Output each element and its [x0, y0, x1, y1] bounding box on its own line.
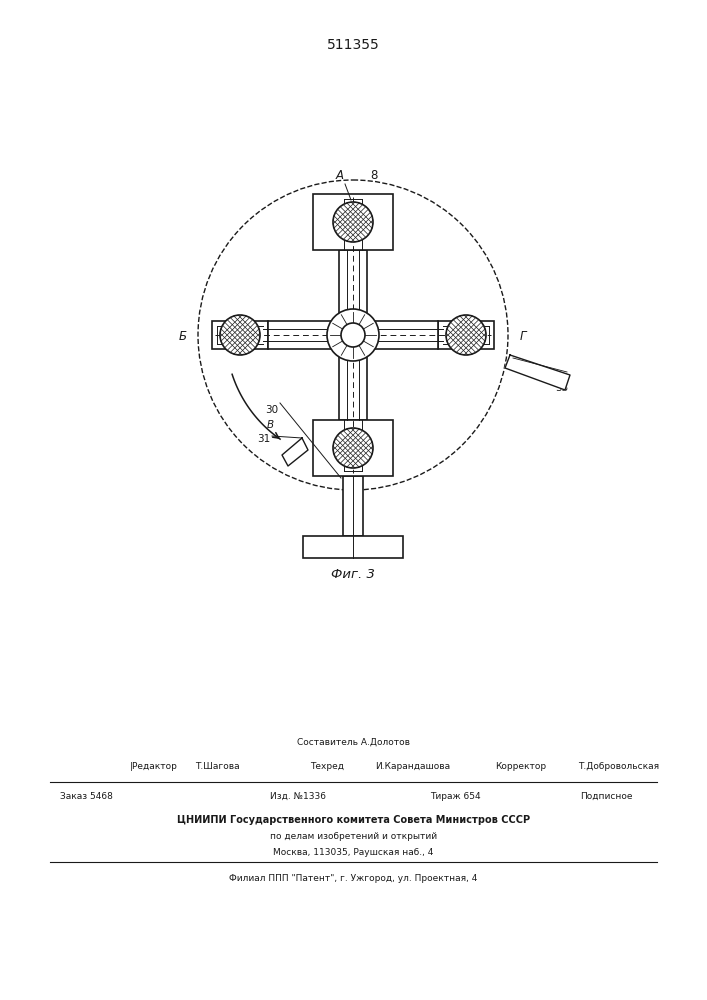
Text: Г: Г — [520, 330, 527, 342]
Bar — [212, 321, 268, 349]
Text: Заказ 5468: Заказ 5468 — [60, 792, 113, 801]
Circle shape — [327, 309, 379, 361]
Text: Фиг. 3: Фиг. 3 — [331, 568, 375, 581]
Text: Т.Добровольская: Т.Добровольская — [578, 762, 659, 771]
Text: Б: Б — [179, 330, 187, 342]
Circle shape — [446, 315, 486, 355]
Text: 511355: 511355 — [327, 38, 380, 52]
Text: Корректор: Корректор — [495, 762, 546, 771]
Polygon shape — [282, 438, 308, 466]
Text: 31: 31 — [257, 434, 270, 444]
Text: Изд. №1336: Изд. №1336 — [270, 792, 326, 801]
Text: В: В — [267, 420, 274, 430]
Text: Техред: Техред — [310, 762, 344, 771]
Text: Подписное: Подписное — [580, 792, 633, 801]
Text: И.Карандашова: И.Карандашова — [375, 762, 450, 771]
Text: А: А — [336, 169, 344, 182]
Polygon shape — [505, 355, 570, 390]
Circle shape — [220, 315, 260, 355]
Bar — [268, 321, 353, 349]
Text: Москва, 113035, Раушская наб., 4: Москва, 113035, Раушская наб., 4 — [274, 848, 433, 857]
Bar — [343, 476, 363, 536]
Text: Филиал ППП "Патент", г. Ужгород, ул. Проектная, 4: Филиал ППП "Патент", г. Ужгород, ул. Про… — [229, 874, 478, 883]
Circle shape — [333, 428, 373, 468]
Text: Составитель А.Долотов: Составитель А.Долотов — [297, 738, 410, 747]
Text: Тираж 654: Тираж 654 — [430, 792, 481, 801]
Bar — [353, 321, 438, 349]
Circle shape — [333, 202, 373, 242]
Text: ЦНИИПИ Государственного комитета Совета Министров СССР: ЦНИИПИ Государственного комитета Совета … — [177, 815, 530, 825]
Text: по делам изобретений и открытий: по делам изобретений и открытий — [270, 832, 437, 841]
Bar — [313, 420, 393, 476]
Text: 30: 30 — [265, 405, 278, 415]
Bar — [303, 536, 403, 558]
Bar — [339, 335, 367, 420]
Text: 8: 8 — [370, 169, 378, 182]
Bar — [339, 250, 367, 335]
Text: |Редактор: |Редактор — [130, 762, 178, 771]
Circle shape — [341, 323, 365, 347]
Bar — [313, 194, 393, 250]
Bar — [438, 321, 494, 349]
Text: 35: 35 — [555, 383, 568, 393]
Text: Т.Шагова: Т.Шагова — [195, 762, 240, 771]
